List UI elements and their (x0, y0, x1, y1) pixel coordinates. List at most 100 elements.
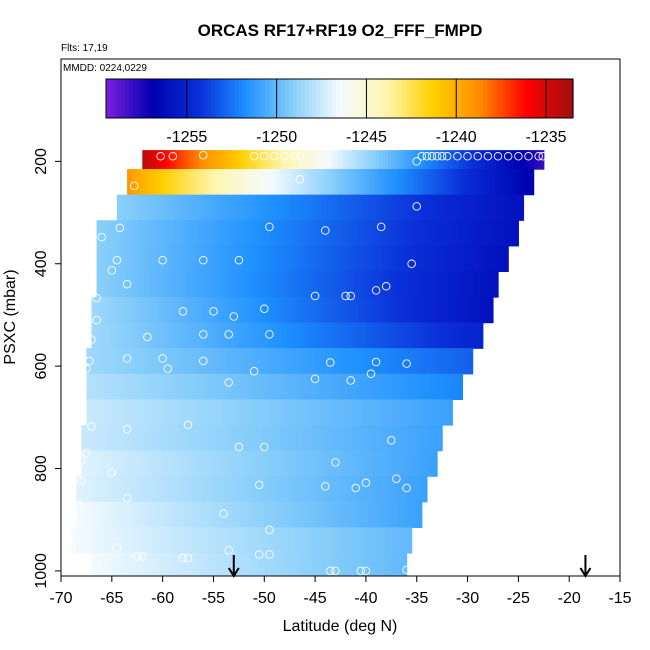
heatmap-cell (149, 373, 154, 400)
heatmap-cell (364, 501, 369, 528)
heatmap-cell (130, 322, 135, 349)
heatmap-cell (445, 348, 450, 375)
heatmap-cell (413, 322, 418, 349)
heatmap-cell (227, 399, 231, 426)
colorbar-segment (448, 79, 453, 118)
heatmap-cell (318, 425, 323, 452)
heatmap-cell (315, 271, 319, 298)
colorbar-frame (105, 78, 574, 119)
heatmap-cell (444, 373, 449, 400)
heatmap-cell (415, 501, 420, 528)
heatmap-cell (448, 194, 453, 221)
colorbar-segment (203, 79, 208, 118)
colorbar-segment (109, 79, 115, 118)
heatmap-cell (343, 297, 347, 324)
heatmap-cell (360, 373, 364, 400)
heatmap-cell (371, 399, 375, 426)
heatmap-cell (307, 501, 312, 528)
heatmap-cell (186, 169, 191, 196)
heatmap-cell (403, 348, 408, 375)
heatmap-cell (410, 450, 414, 477)
heatmap-cell (139, 322, 144, 349)
data-point (265, 550, 274, 559)
heatmap-cell (306, 425, 311, 452)
heatmap-cell (122, 399, 126, 426)
heatmap-cell (363, 271, 367, 298)
heatmap-cell (501, 150, 506, 170)
heatmap-cell (226, 552, 231, 576)
heatmap-cell (115, 552, 120, 576)
heatmap-cell (436, 348, 441, 375)
heatmap-cell (451, 194, 456, 221)
heatmap-cell (319, 150, 323, 170)
colorbar-segment (393, 79, 399, 118)
heatmap-cell (458, 220, 463, 247)
heatmap-cell (411, 373, 415, 400)
heatmap-cell (170, 348, 174, 375)
heatmap-cell (194, 348, 198, 375)
heatmap-cell (272, 399, 276, 426)
colorbar-segment (553, 79, 559, 118)
heatmap-cell (362, 399, 366, 426)
heatmap-cell (379, 552, 384, 576)
heatmap-cell (107, 527, 111, 554)
heatmap-cell (148, 150, 152, 170)
heatmap-cell (82, 501, 86, 528)
data-point (249, 366, 259, 376)
heatmap-cell (428, 220, 433, 247)
heatmap-cell (293, 322, 297, 349)
heatmap-cell (333, 271, 337, 298)
data-point (77, 477, 86, 486)
heatmap-cell (471, 271, 475, 298)
data-point (224, 330, 233, 339)
heatmap-cell (239, 450, 244, 477)
heatmap-cell (240, 271, 244, 298)
heatmap-cell (329, 450, 334, 477)
colorbar-segment (491, 79, 496, 118)
heatmap-cell (275, 322, 279, 349)
heatmap-cell (500, 169, 505, 196)
heatmap-cell (161, 194, 166, 221)
heatmap-cell (439, 348, 444, 375)
heatmap-cell (393, 476, 398, 503)
heatmap-cell (417, 373, 421, 400)
heatmap-cell (101, 373, 106, 400)
heatmap-cell (126, 450, 130, 477)
heatmap-cell (102, 271, 107, 298)
heatmap-cell (377, 220, 382, 247)
heatmap-cell (351, 527, 355, 554)
heatmap-cell (191, 348, 195, 375)
heatmap-cell (362, 220, 367, 247)
heatmap-cell (373, 297, 377, 324)
heatmap-cell (372, 169, 376, 196)
heatmap-cell (203, 348, 207, 375)
heatmap-cell (165, 169, 170, 196)
y-tick-label: 400 (33, 250, 50, 277)
heatmap-cell (121, 501, 125, 528)
heatmap-cell (215, 194, 220, 221)
heatmap-cell (177, 425, 182, 452)
heatmap-cell (176, 348, 180, 375)
data-point (92, 315, 101, 325)
heatmap-cell (161, 399, 165, 426)
heatmap-cell (195, 245, 200, 273)
heatmap-cell (191, 194, 196, 221)
heatmap-cell (404, 220, 409, 247)
heatmap-cell (470, 220, 475, 247)
heatmap-cell (395, 399, 399, 426)
heatmap-cell (170, 527, 175, 554)
heatmap-cell (318, 373, 322, 400)
heatmap-cell (489, 150, 494, 170)
heatmap-cell (478, 194, 483, 221)
heatmap-cell (216, 425, 221, 452)
heatmap-cell (380, 399, 384, 426)
heatmap-cell (221, 450, 226, 477)
heatmap-cell (277, 552, 282, 576)
heatmap-cell (145, 552, 150, 576)
heatmap-cell (266, 348, 270, 375)
heatmap-cell (217, 150, 221, 170)
heatmap-cell (243, 220, 247, 247)
heatmap-cell (399, 150, 404, 170)
heatmap-cell (302, 322, 306, 349)
heatmap-cell (489, 271, 493, 298)
